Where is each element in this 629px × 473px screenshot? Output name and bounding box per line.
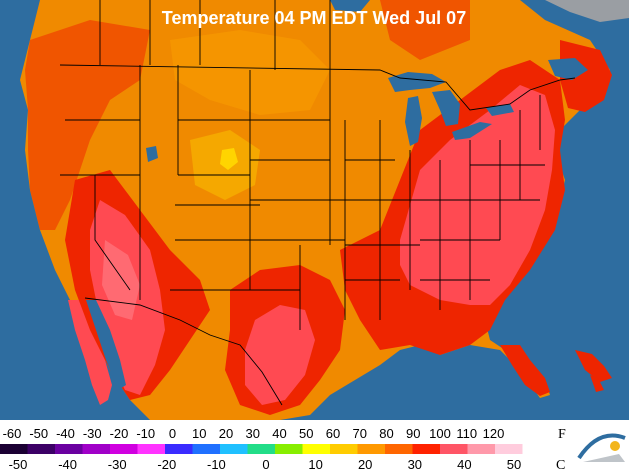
fahrenheit-tick-label: 30 — [246, 426, 260, 441]
zone-90s-east — [400, 85, 555, 305]
bahamas-island — [590, 375, 604, 392]
fahrenheit-tick-label: -50 — [29, 426, 48, 441]
celsius-tick-label: 20 — [358, 457, 372, 472]
borders-midwest — [344, 120, 420, 320]
fahrenheit-tick-label: 110 — [456, 426, 477, 441]
scale-color-segment — [192, 444, 221, 454]
celsius-tick-label: 40 — [457, 457, 471, 472]
fahrenheit-tick-label: 90 — [406, 426, 420, 441]
us-mexico-border — [84, 297, 283, 406]
celsius-tick-label: -20 — [157, 457, 176, 472]
fahrenheit-tick-label: 120 — [483, 426, 505, 441]
gulf-of-california — [86, 300, 126, 390]
celsius-ticks: -50 -40 -30 -20 -10 0 10 20 30 40 50 — [9, 457, 522, 472]
celsius-tick-label: 0 — [262, 457, 269, 472]
celsius-tick-label: 50 — [507, 457, 521, 472]
celsius-tick-label: -50 — [9, 457, 28, 472]
scale-color-segment — [110, 444, 139, 454]
celsius-tick-label: -10 — [207, 457, 226, 472]
fahrenheit-tick-label: -30 — [83, 426, 102, 441]
fahrenheit-tick-label: -60 — [3, 426, 22, 441]
scale-color-segment — [275, 444, 304, 454]
fahrenheit-tick-label: 10 — [192, 426, 206, 441]
scale-color-segment — [302, 444, 331, 454]
fahrenheit-tick-label: -10 — [136, 426, 155, 441]
lake-huron — [432, 90, 460, 126]
celsius-unit-label: C — [556, 458, 565, 473]
borders-plains — [249, 70, 345, 330]
great-salt-lake — [146, 146, 158, 162]
scale-color-segment — [385, 444, 414, 454]
fahrenheit-tick-label: 70 — [353, 426, 367, 441]
scale-color-segment — [0, 444, 29, 454]
scale-color-segment — [412, 444, 441, 454]
scale-color-segment — [467, 444, 496, 454]
hudson-bay-edge — [330, 0, 370, 12]
baja-peninsula — [68, 300, 112, 405]
political-borders — [59, 0, 576, 406]
scale-color-segment — [82, 444, 111, 454]
scale-color-segment — [165, 444, 194, 454]
lake-erie — [452, 122, 492, 140]
lake-michigan — [405, 96, 422, 146]
scale-color-segment — [27, 444, 56, 454]
maritime-land — [560, 40, 612, 112]
fahrenheit-tick-label: 100 — [429, 426, 451, 441]
temperature-legend: -60 -50 -40 -30 -20 -10 0 10 20 30 40 50 60 70 80 90 100… — [0, 420, 629, 473]
florida-peninsula — [500, 345, 550, 396]
greenland-ice — [545, 0, 629, 22]
scale-color-segment — [440, 444, 469, 454]
fahrenheit-tick-label: -20 — [110, 426, 129, 441]
logo-swoosh-icon — [583, 454, 625, 462]
caribbean-islands — [575, 350, 612, 382]
fahrenheit-tick-label: 40 — [272, 426, 286, 441]
borders-canada — [99, 0, 331, 70]
fahrenheit-tick-label: 60 — [326, 426, 340, 441]
zone-70s-north — [380, 0, 470, 60]
celsius-tick-label: -40 — [58, 457, 77, 472]
scale-color-segment — [220, 444, 249, 454]
fahrenheit-tick-label: 0 — [169, 426, 176, 441]
borders-west — [60, 65, 300, 300]
fahrenheit-tick-label: 20 — [219, 426, 233, 441]
zone-70s-west — [25, 20, 150, 230]
color-scale-bar — [0, 444, 551, 454]
celsius-tick-label: -30 — [108, 457, 127, 472]
scale-color-segment — [55, 444, 84, 454]
scale-color-segment — [357, 444, 386, 454]
fahrenheit-tick-label: -40 — [56, 426, 75, 441]
scale-color-segment — [137, 444, 166, 454]
scale-color-segment — [522, 444, 551, 454]
lake-superior — [388, 72, 446, 92]
map-title: Temperature 04 PM EDT Wed Jul 07 — [162, 8, 466, 28]
scale-color-segment — [495, 444, 524, 454]
fahrenheit-tick-label: 50 — [299, 426, 313, 441]
celsius-tick-label: 30 — [408, 457, 422, 472]
logo-arc-icon — [577, 433, 626, 460]
fahrenheit-tick-label: 80 — [379, 426, 393, 441]
scale-color-segment — [330, 444, 359, 454]
canada-us-border — [59, 64, 576, 111]
gulf-of-st-lawrence — [548, 58, 588, 80]
temperature-map: Temperature 04 PM EDT Wed Jul 07 — [0, 0, 629, 420]
scale-color-segment — [247, 444, 276, 454]
fahrenheit-unit-label: F — [558, 427, 566, 442]
fahrenheit-ticks: -60 -50 -40 -30 -20 -10 0 10 20 30 40 50 60 70 80 90 100… — [3, 426, 505, 441]
zone-90s-texas — [245, 305, 315, 405]
zone-100s-desert — [102, 240, 140, 320]
celsius-tick-label: 10 — [308, 457, 322, 472]
borders-east — [410, 95, 545, 310]
lakes — [86, 0, 588, 390]
logo-sun-icon — [610, 441, 620, 451]
temperature-zones — [25, 0, 565, 415]
zone-coolest-spot — [220, 148, 238, 170]
legend-scale: -60 -50 -40 -30 -20 -10 0 10 20 30 40 50 60 70 80 90 100… — [0, 426, 626, 473]
weather-logo — [577, 433, 626, 462]
